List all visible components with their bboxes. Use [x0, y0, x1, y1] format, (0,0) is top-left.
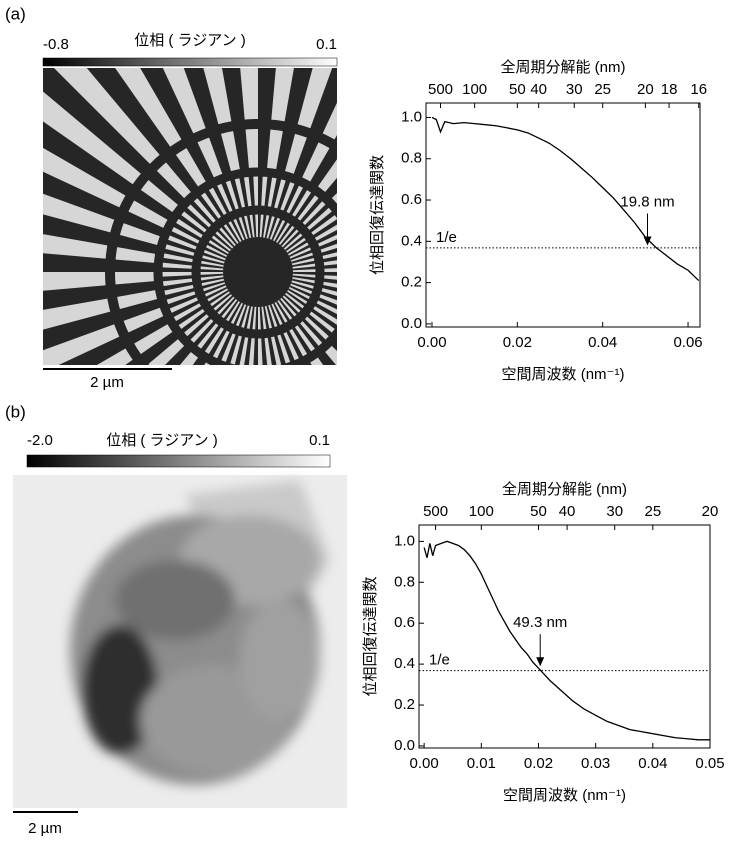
colorbar-tick-label: 0.1: [309, 432, 330, 449]
x-tick-label: 0.06: [673, 334, 702, 351]
x2-tick-label: 20: [637, 81, 654, 98]
x-axis-label: 空間周波数 (nm⁻¹): [503, 787, 626, 804]
x2-tick-label: 50: [509, 81, 526, 98]
y-tick-label: 0.6: [401, 191, 422, 208]
scale-bar-label: 2 µm: [90, 374, 124, 391]
annotation-arrowhead: [644, 237, 652, 246]
annotation-label: 19.8 nm: [620, 193, 674, 210]
x2-tick-label: 25: [644, 503, 661, 520]
x-tick-label: 0.00: [410, 755, 439, 772]
x2-tick-label: 16: [690, 81, 707, 98]
star-spoke: [352, 128, 664, 246]
y-tick-label: 0.6: [394, 614, 415, 631]
x2-tick-label: 30: [606, 503, 623, 520]
x2-tick-label: 500: [428, 81, 453, 98]
panel-label: (a): [5, 4, 26, 23]
scale-bar-label: 2 µm: [28, 820, 62, 837]
x2-axis-label: 全周期分解能 (nm): [501, 58, 626, 76]
x-tick-label: 0.00: [417, 334, 446, 351]
y-tick-label: 0.2: [401, 274, 422, 291]
x2-tick-label: 50: [530, 503, 547, 520]
colorbar-tick-label: -2.0: [27, 432, 53, 449]
x-tick-label: 0.05: [695, 755, 724, 772]
colorbar: [27, 455, 330, 467]
x2-tick-label: 18: [661, 81, 678, 98]
x-tick-label: 0.02: [524, 755, 553, 772]
colorbar-title: 位相 ( ラジアン ): [134, 32, 246, 49]
y-axis-label: 位相回復伝達関数: [369, 155, 386, 275]
y-tick-label: 0.2: [394, 696, 415, 713]
x2-tick-label: 20: [702, 503, 719, 520]
x-tick-label: 0.04: [588, 334, 617, 351]
colorbar-tick-label: 0.1: [316, 36, 337, 53]
page: {"panels": [ {"label": "(a)", "colorbar"…: [0, 0, 731, 841]
star-spoke: [322, 0, 555, 201]
y-tick-label: 0.4: [394, 655, 415, 672]
y-tick-label: 0.0: [401, 315, 422, 332]
x2-tick-label: 25: [594, 81, 611, 98]
y-tick-label: 0.0: [394, 737, 415, 754]
colorbar-tick-label: -0.8: [43, 36, 69, 53]
x2-tick-label: 40: [559, 503, 576, 520]
y-tick-label: 1.0: [394, 532, 415, 549]
x-tick-label: 0.01: [467, 755, 496, 772]
figure: (a) (b) 位相 ( ラジアン ) 位相 ( ラジアン ) 2 µm 2 µ…: [0, 0, 731, 841]
x2-tick-label: 100: [462, 81, 487, 98]
x2-tick-label: 30: [566, 81, 583, 98]
y-tick-label: 0.8: [401, 150, 422, 167]
particle-image: [13, 475, 347, 808]
x2-tick-label: 500: [423, 503, 448, 520]
x2-tick-label: 100: [469, 503, 494, 520]
x-tick-label: 0.03: [581, 755, 610, 772]
panel-label: (b): [5, 402, 26, 421]
star-spoke: [315, 349, 528, 616]
x2-tick-label: 40: [530, 81, 547, 98]
x-axis-label: 空間周波数 (nm⁻¹): [502, 366, 625, 383]
colorbar: [43, 58, 337, 66]
annotation-label: 49.3 nm: [513, 614, 567, 631]
plot-frame: [419, 525, 710, 748]
y-tick-label: 0.8: [394, 573, 415, 590]
plot-frame: [426, 103, 700, 327]
y-axis-label: 位相回復伝達関数: [362, 576, 379, 696]
x2-axis-label: 全周期分解能 (nm): [502, 480, 627, 498]
annotation-arrowhead: [536, 657, 544, 666]
data-line: [424, 541, 710, 739]
y-tick-label: 0.4: [401, 232, 422, 249]
y-tick-label: 1.0: [401, 108, 422, 125]
colorbar-title: 位相 ( ラジアン ): [106, 432, 218, 449]
reference-label: 1/e: [436, 229, 457, 246]
x-tick-label: 0.04: [638, 755, 667, 772]
x-tick-label: 0.02: [503, 334, 532, 351]
reference-label: 1/e: [429, 652, 450, 669]
